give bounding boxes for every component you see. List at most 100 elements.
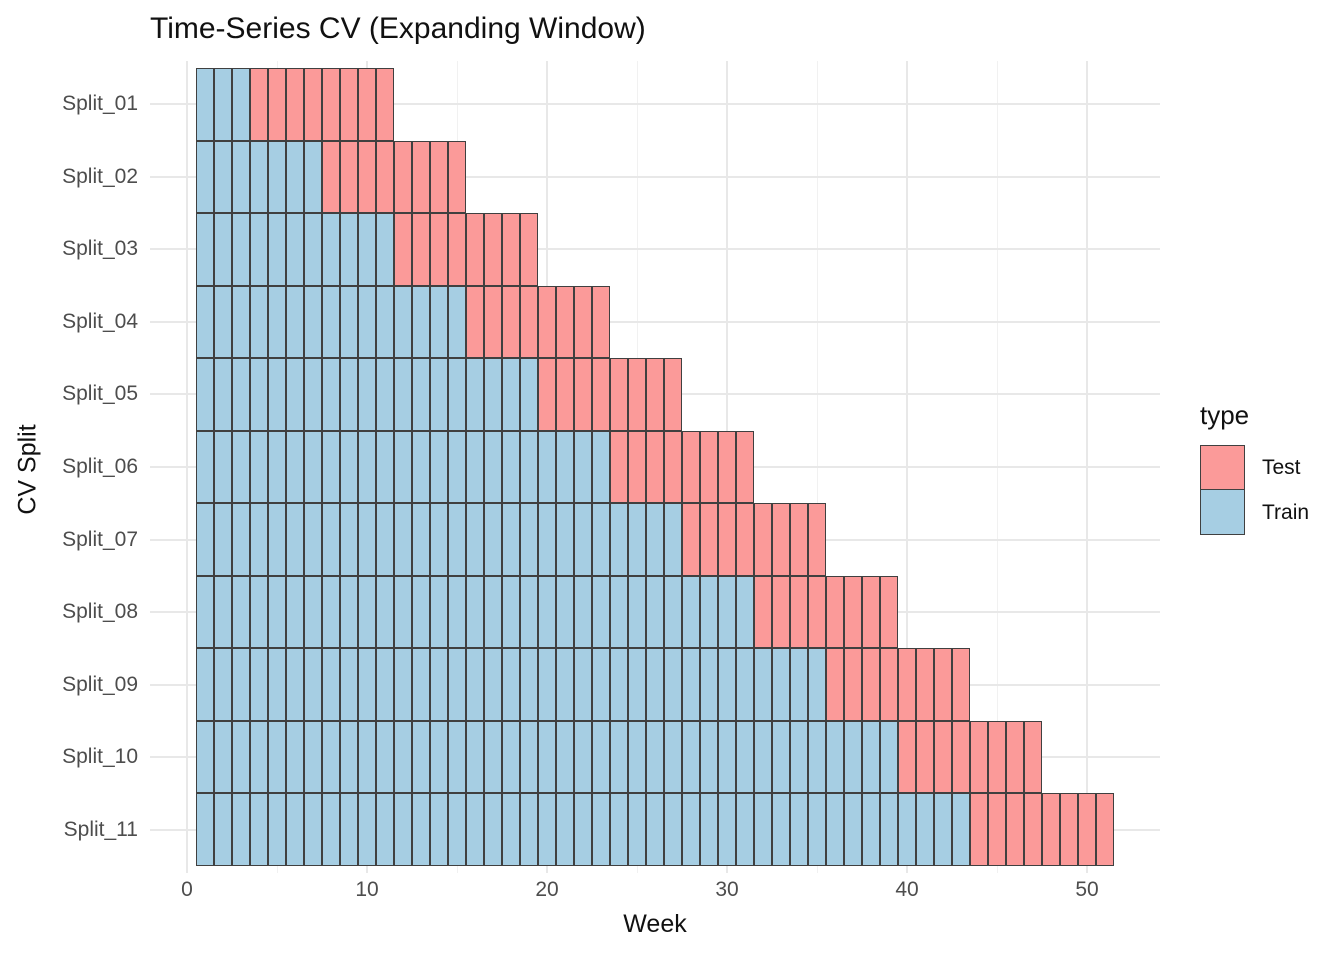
train-cell <box>196 720 214 794</box>
test-cell <box>952 720 970 794</box>
train-cell <box>196 503 214 576</box>
train-cell <box>466 430 484 504</box>
train-cell <box>376 575 394 649</box>
train-cell <box>394 648 412 721</box>
y-tick-label: Split_05 <box>62 382 138 406</box>
train-cell <box>214 575 232 649</box>
test-cell <box>970 793 988 866</box>
train-cell <box>268 503 286 576</box>
test-cell <box>700 430 718 504</box>
train-cell <box>592 648 610 721</box>
train-cell <box>394 430 412 504</box>
train-cell <box>466 575 484 649</box>
train-cell <box>268 793 286 866</box>
train-cell <box>232 503 250 576</box>
train-cell <box>394 575 412 649</box>
train-cell <box>250 430 268 504</box>
train-cell <box>592 720 610 794</box>
train-cell <box>286 430 304 504</box>
train-cell <box>250 358 268 431</box>
test-cell <box>448 213 466 286</box>
train-cell <box>304 720 322 794</box>
train-cell <box>826 793 844 866</box>
train-cell <box>214 68 232 141</box>
train-cell <box>322 358 340 431</box>
train-cell <box>214 358 232 431</box>
train-cell <box>232 720 250 794</box>
train-cell <box>412 793 430 866</box>
train-cell <box>592 575 610 649</box>
train-cell <box>754 720 772 794</box>
train-cell <box>322 575 340 649</box>
train-cell <box>430 648 448 721</box>
y-tick-label: Split_08 <box>62 600 138 624</box>
train-cell <box>628 648 646 721</box>
test-cell <box>718 503 736 576</box>
test-cell <box>718 430 736 504</box>
test-cell <box>1060 793 1078 866</box>
train-cell <box>574 720 592 794</box>
test-cell <box>988 793 1006 866</box>
train-cell <box>286 213 304 286</box>
train-cell <box>358 575 376 649</box>
train-cell <box>448 358 466 431</box>
y-tick-label: Split_06 <box>62 455 138 478</box>
train-cell <box>736 720 754 794</box>
test-cell <box>538 285 556 359</box>
train-cell <box>250 213 268 286</box>
train-cell <box>394 793 412 866</box>
train-cell <box>610 575 628 649</box>
train-cell <box>340 648 358 721</box>
train-cell <box>646 793 664 866</box>
train-cell <box>286 503 304 576</box>
train-cell <box>538 793 556 866</box>
train-cell <box>538 648 556 721</box>
train-cell <box>232 213 250 286</box>
train-cell <box>214 430 232 504</box>
train-cell <box>520 720 538 794</box>
train-cell <box>592 793 610 866</box>
train-cell <box>214 503 232 576</box>
train-cell <box>376 503 394 576</box>
test-cell <box>682 430 700 504</box>
train-cell <box>322 430 340 504</box>
train-cell <box>214 648 232 721</box>
test-cell <box>394 213 412 286</box>
train-cell <box>898 793 916 866</box>
train-cell <box>322 720 340 794</box>
test-cell <box>682 503 700 576</box>
train-cell <box>196 430 214 504</box>
train-cell <box>376 430 394 504</box>
train-cell <box>520 430 538 504</box>
train-cell <box>466 358 484 431</box>
test-cell <box>304 68 322 141</box>
train-cell <box>376 648 394 721</box>
train-cell <box>448 648 466 721</box>
train-cell <box>196 213 214 286</box>
train-cell <box>196 793 214 866</box>
train-cell <box>412 575 430 649</box>
train-cell <box>286 140 304 214</box>
train-cell <box>448 285 466 359</box>
test-cell <box>394 140 412 214</box>
train-cell <box>394 503 412 576</box>
train-cell <box>628 720 646 794</box>
train-cell <box>376 213 394 286</box>
train-cell <box>520 793 538 866</box>
train-cell <box>196 140 214 214</box>
train-cell <box>556 720 574 794</box>
train-cell <box>880 793 898 866</box>
y-tick-label: Split_03 <box>62 237 138 261</box>
train-cell <box>466 793 484 866</box>
legend-label-test: Test <box>1262 455 1301 479</box>
train-cell <box>412 503 430 576</box>
train-cell <box>268 648 286 721</box>
train-cell <box>340 358 358 431</box>
train-cell <box>484 430 502 504</box>
train-cell <box>304 358 322 431</box>
train-cell <box>574 503 592 576</box>
train-cell <box>466 720 484 794</box>
train-cell <box>268 140 286 214</box>
train-cell <box>340 285 358 359</box>
train-cell <box>304 793 322 866</box>
